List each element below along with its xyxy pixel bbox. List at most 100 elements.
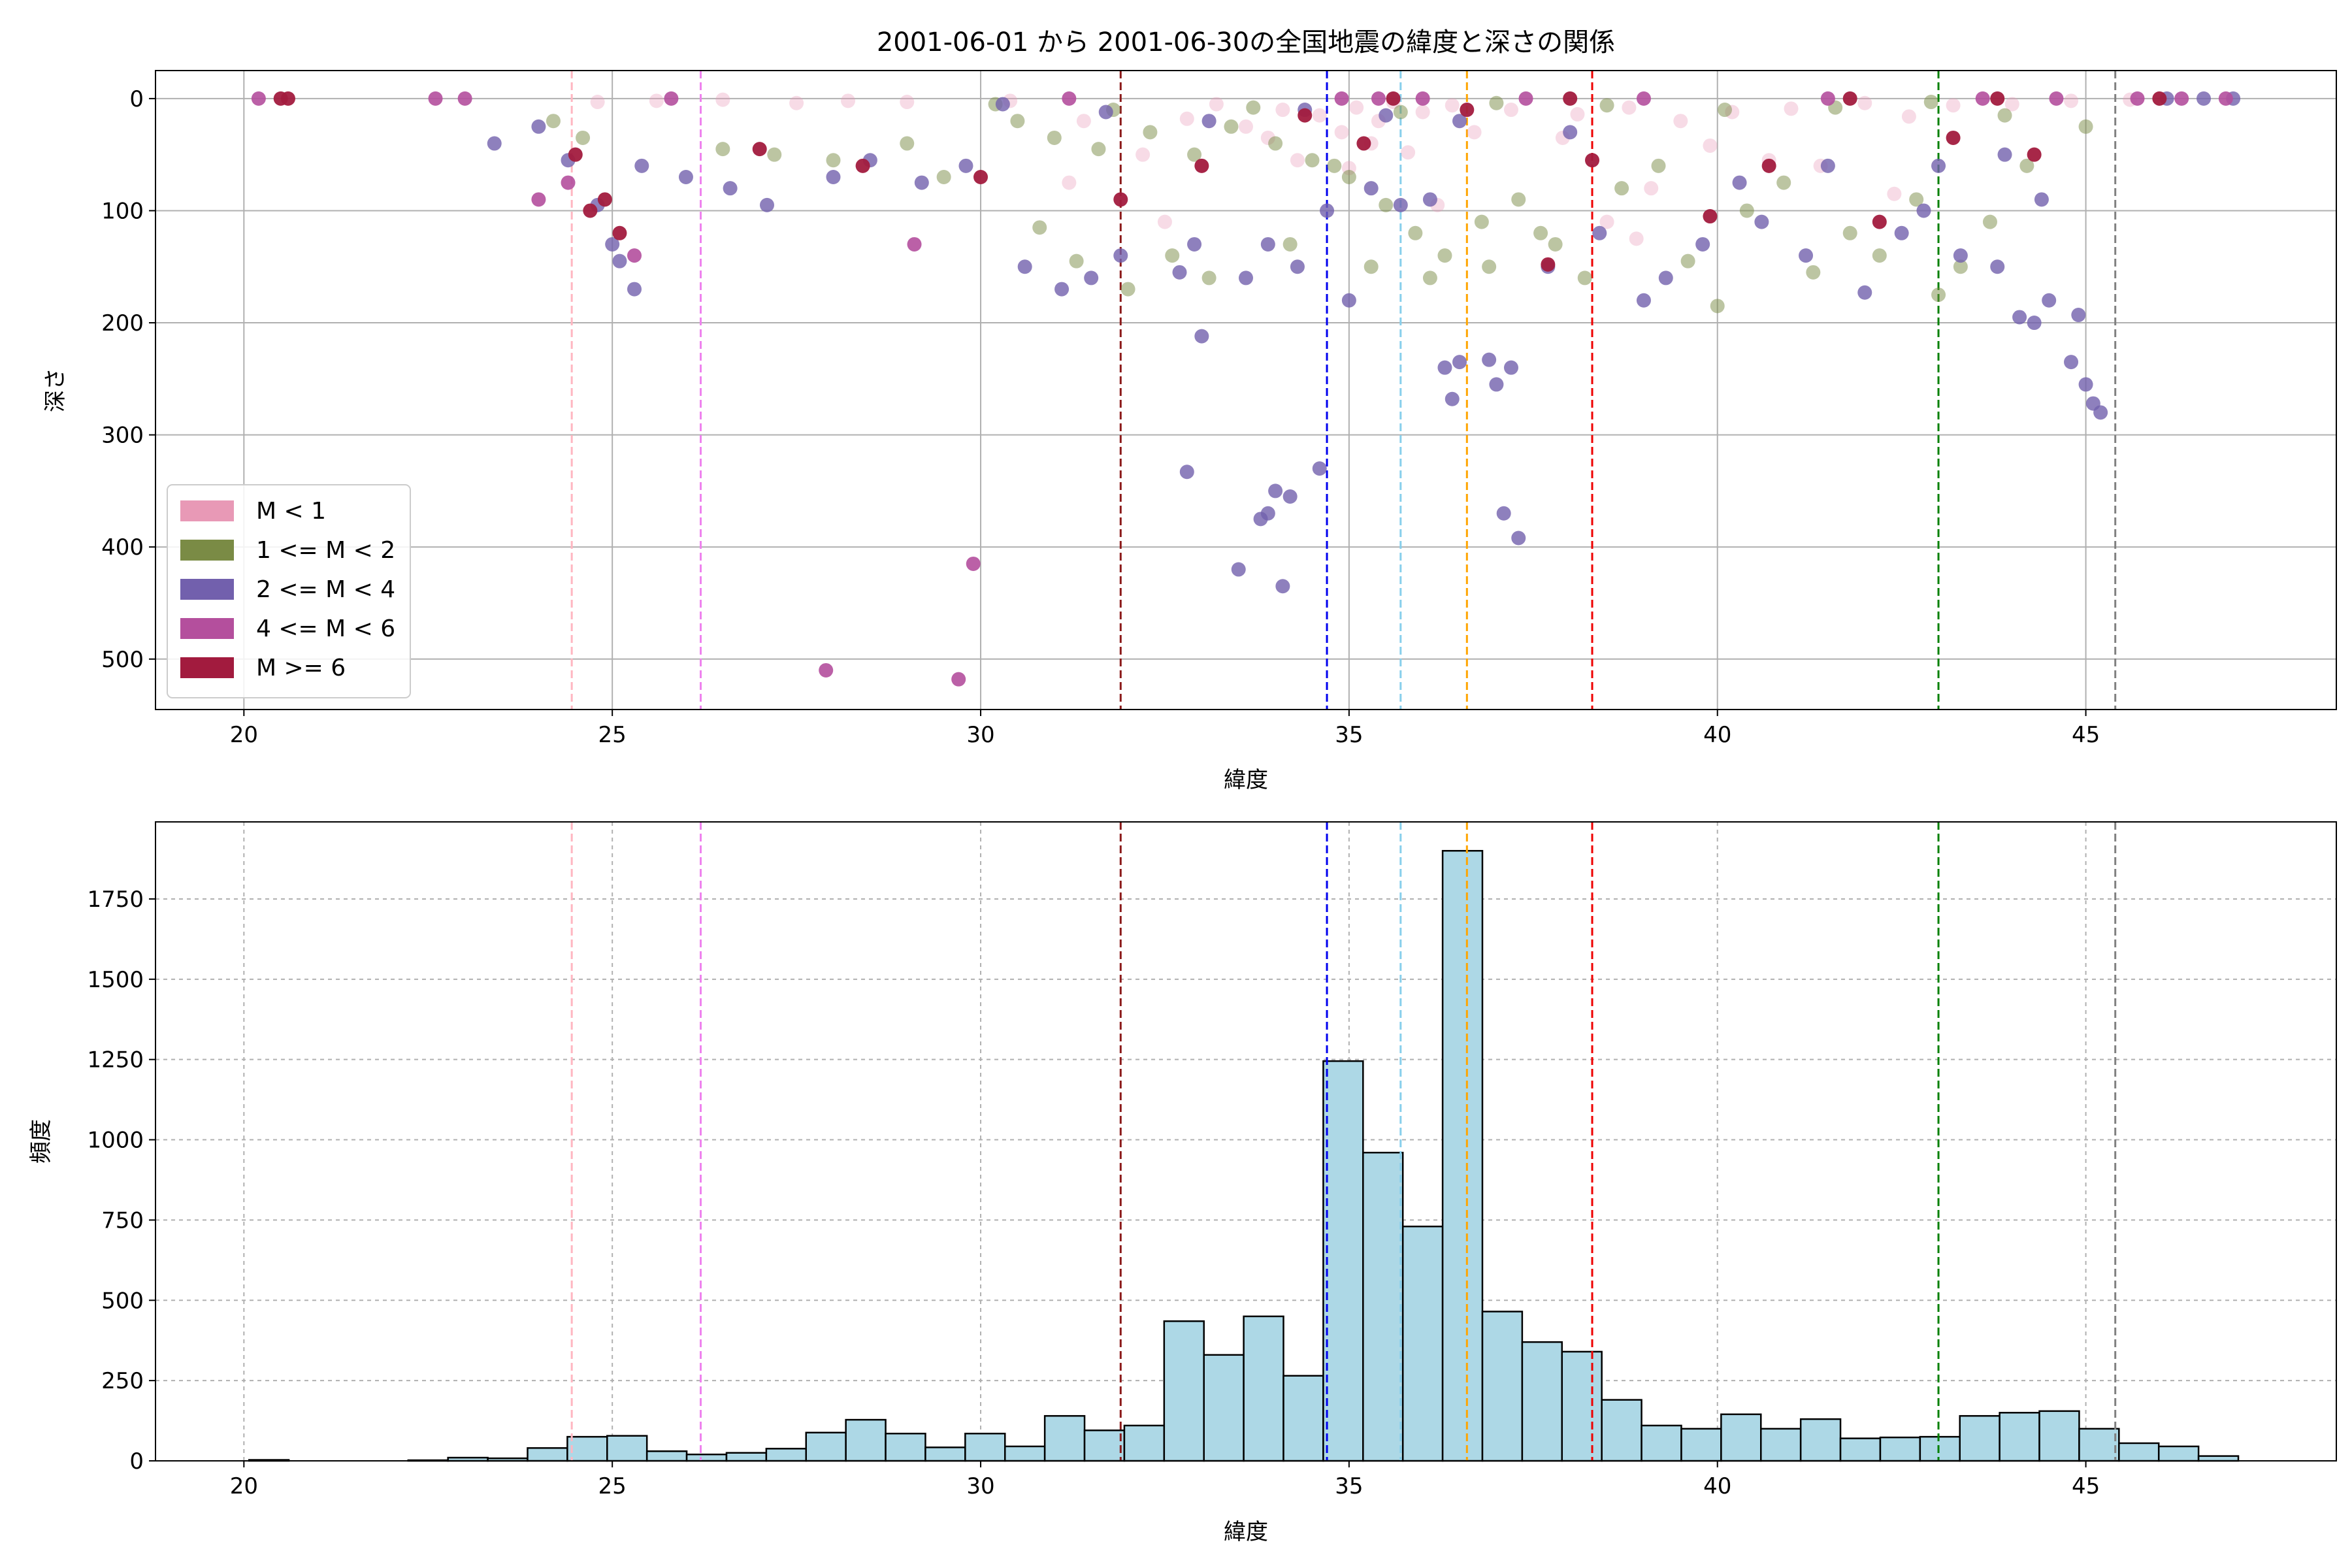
scatter-point (531, 192, 546, 207)
scatter-series (273, 91, 2167, 272)
histogram-plot-frame (155, 821, 2337, 1462)
scatter-point (590, 95, 605, 110)
scatter-point (1452, 114, 1467, 129)
histogram-bar (2157, 1445, 2200, 1462)
scatter-point (1636, 91, 1651, 106)
scatter-point (1422, 270, 1437, 286)
histogram-bar (1561, 1350, 1603, 1462)
scatter-point (605, 237, 620, 252)
scatter-point (583, 203, 598, 218)
scatter-point (1909, 192, 1924, 207)
histogram-bar (2197, 1455, 2240, 1462)
scatter-point (1364, 181, 1379, 196)
histogram-y-tick-label: 750 (101, 1207, 144, 1233)
scatter-y-tick-label: 200 (101, 310, 144, 336)
histogram-bar (964, 1432, 1006, 1462)
scatter-point (1231, 562, 1246, 577)
legend-swatch-m-1-2 (180, 540, 234, 561)
histogram-bar (1999, 1412, 2040, 1462)
scatter-point (1290, 259, 1305, 274)
scatter-point (576, 130, 591, 145)
scatter-point (1820, 91, 1835, 106)
scatter-point (826, 170, 841, 184)
histogram-bar (845, 1418, 887, 1462)
scatter-point (936, 170, 951, 184)
scatter-point (428, 91, 443, 106)
scatter-point (1437, 248, 1452, 263)
scatter-point (2071, 308, 2086, 323)
scatter-point (1239, 270, 1253, 286)
scatter-point (1577, 270, 1592, 286)
scatter-point (2012, 310, 2027, 325)
scatter-point (1872, 214, 1887, 229)
scatter-point (819, 662, 834, 678)
histogram-bar (1799, 1418, 1842, 1462)
scatter-point (1165, 248, 1180, 263)
histogram-bar (1521, 1341, 1563, 1462)
scatter-point (2218, 91, 2233, 106)
scatter-point (1386, 91, 1401, 106)
scatter-point (1113, 192, 1128, 207)
legend-label-m-1-2: 1 <= M < 2 (256, 537, 395, 564)
scatter-point (1379, 108, 1394, 123)
scatter-point (1820, 158, 1835, 173)
scatter-point (1356, 136, 1371, 151)
scatter-point (723, 181, 738, 196)
scatter-point (1113, 248, 1128, 263)
scatter-point (759, 197, 774, 212)
scatter-point (1673, 114, 1688, 129)
scatter-point (612, 225, 627, 240)
histogram-bar (1481, 1311, 1524, 1462)
scatter-point (1570, 106, 1585, 122)
histogram-bar (1243, 1315, 1284, 1462)
scatter-point (1172, 265, 1187, 280)
scatter-point (1091, 142, 1106, 157)
legend-swatch-m-4-6 (180, 618, 234, 639)
scatter-point (1489, 95, 1504, 110)
legend-label-m-2-4: 2 <= M < 4 (256, 576, 395, 603)
scatter-point (1842, 91, 1857, 106)
scatter-point (1842, 225, 1857, 240)
scatter-panel: 2001-06-01 から 2001-06-30の全国地震の緯度と深さの関係 2… (42, 27, 2337, 793)
scatter-point (1437, 360, 1452, 375)
histogram-bar (1203, 1354, 1245, 1462)
scatter-point (1511, 531, 1526, 546)
scatter-point (1806, 265, 1821, 280)
scatter-x-tick-label: 35 (1335, 722, 1363, 748)
scatter-point (1268, 483, 1283, 498)
scatter-y-axis-label: 深さ (42, 368, 69, 412)
scatter-point (1511, 192, 1526, 207)
scatter-point (2019, 158, 2034, 173)
scatter-point (1622, 100, 1637, 115)
scatter-point (1224, 119, 1239, 134)
scatter-point (1503, 360, 1518, 375)
scatter-point (951, 672, 966, 687)
scatter-point (678, 170, 693, 184)
histogram-bar (805, 1431, 847, 1462)
scatter-x-axis-label: 緯度 (1224, 767, 1268, 793)
scatter-y-tick-label: 0 (129, 86, 144, 112)
scatter-point (1260, 237, 1275, 252)
histogram-y-axis-label: 頻度 (28, 1119, 54, 1164)
scatter-point (1393, 197, 1408, 212)
scatter-point (826, 153, 841, 168)
scatter-point (1518, 91, 1533, 106)
histogram-bars (248, 849, 2240, 1462)
histogram-bar (645, 1450, 688, 1462)
scatter-point (1975, 91, 1990, 106)
histogram-x-tick-label: 25 (598, 1473, 627, 1499)
scatter-point (1194, 329, 1209, 344)
histogram-bar (606, 1435, 648, 1462)
scatter-point (1275, 103, 1290, 118)
scatter-point (1054, 282, 1070, 297)
scatter-y-tick-label: 500 (101, 647, 144, 673)
scatter-point (1157, 214, 1172, 229)
legend-label-m-lt-1: M < 1 (256, 498, 326, 525)
histogram-reference-lines (570, 822, 2117, 1461)
scatter-points (251, 91, 2241, 687)
scatter-point (1047, 130, 1062, 145)
histogram-x-tick-label: 20 (230, 1473, 258, 1499)
scatter-point (1098, 105, 1113, 120)
scatter-point (531, 119, 546, 134)
scatter-point (1629, 231, 1644, 246)
